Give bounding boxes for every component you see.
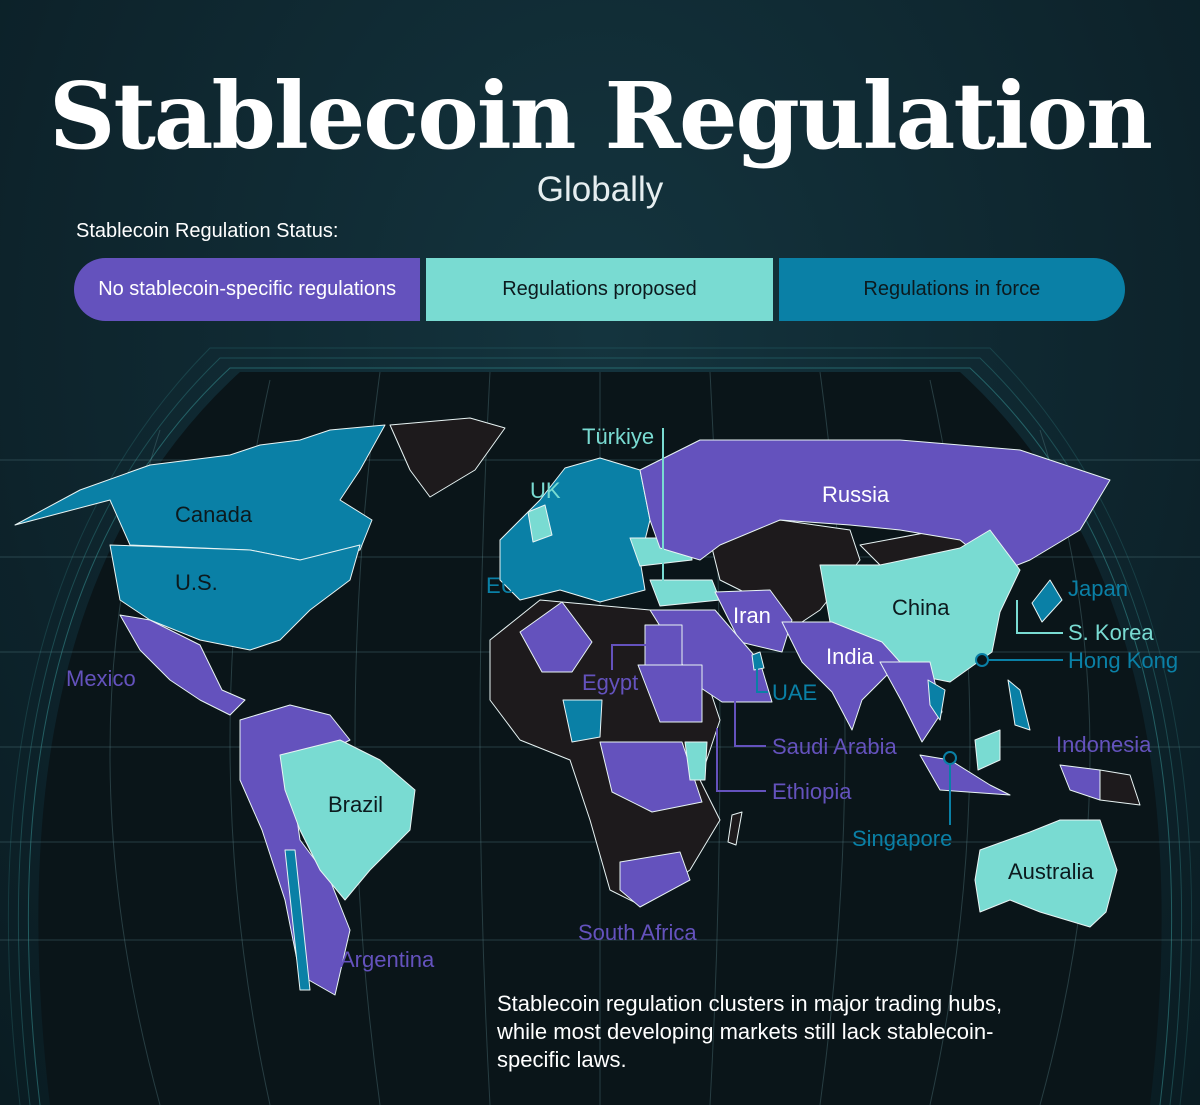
label-china: China bbox=[892, 595, 950, 620]
label-argentina: Argentina bbox=[340, 947, 435, 972]
south-africa bbox=[619, 851, 691, 908]
page-subtitle: Globally bbox=[536, 170, 664, 209]
legend-in-force: Regulations in force bbox=[778, 258, 1125, 321]
leader-lines bbox=[611, 428, 1063, 825]
label-japan: Japan bbox=[1068, 576, 1128, 601]
southeast-asia bbox=[879, 661, 943, 743]
label-eu: EU bbox=[486, 573, 517, 598]
label-indonesia: Indonesia bbox=[1056, 732, 1152, 757]
legend-no-regulation: No stablecoin-specific regulations bbox=[74, 258, 421, 321]
legend: No stablecoin-specific regulations Regul… bbox=[74, 258, 1125, 321]
page-title: Stablecoin Regulation bbox=[48, 62, 1153, 170]
india bbox=[781, 621, 901, 731]
label-turkiye: Türkiye bbox=[582, 424, 654, 449]
philippines bbox=[1007, 679, 1031, 731]
label-india: India bbox=[826, 644, 874, 669]
label-russia: Russia bbox=[822, 482, 890, 507]
chile bbox=[284, 849, 311, 991]
label-uae: UAE bbox=[772, 680, 817, 705]
caption: Stablecoin regulation clusters in major … bbox=[497, 991, 1003, 1072]
label-brazil: Brazil bbox=[328, 792, 383, 817]
greenland bbox=[389, 417, 506, 498]
label-mexico: Mexico bbox=[66, 666, 136, 691]
papua-new-guinea bbox=[1099, 769, 1141, 806]
label-s-korea: S. Korea bbox=[1068, 620, 1154, 645]
legend-proposed: Regulations proposed bbox=[426, 258, 773, 321]
label-saudi-arabia: Saudi Arabia bbox=[772, 734, 898, 759]
japan bbox=[1031, 579, 1063, 623]
madagascar bbox=[727, 811, 743, 846]
sudan-region bbox=[637, 664, 703, 723]
label-uk: UK bbox=[530, 478, 561, 503]
countries bbox=[14, 417, 1141, 996]
us bbox=[109, 544, 361, 651]
label-canada: Canada bbox=[175, 502, 253, 527]
thailand bbox=[927, 679, 946, 721]
map-frame bbox=[7, 347, 1193, 1105]
country-labels: Canada U.S. Mexico Brazil Argentina UK E… bbox=[66, 424, 1178, 972]
label-hong-kong: Hong Kong bbox=[1068, 648, 1178, 673]
mexico bbox=[119, 614, 246, 716]
label-south-africa: South Africa bbox=[578, 920, 697, 945]
label-singapore: Singapore bbox=[852, 826, 952, 851]
australia bbox=[974, 819, 1118, 928]
kenya bbox=[684, 741, 708, 781]
legend-title: Stablecoin Regulation Status: bbox=[76, 220, 339, 242]
label-ethiopia: Ethiopia bbox=[772, 779, 852, 804]
label-australia: Australia bbox=[1008, 859, 1094, 884]
algeria bbox=[519, 601, 593, 673]
label-egypt: Egypt bbox=[582, 670, 638, 695]
central-africa bbox=[599, 741, 703, 813]
nigeria bbox=[562, 699, 603, 743]
brazil bbox=[279, 739, 416, 901]
malaysia-borneo bbox=[974, 729, 1001, 771]
central-asia bbox=[709, 519, 861, 631]
label-iran: Iran bbox=[733, 603, 771, 628]
uk bbox=[527, 504, 553, 543]
label-us: U.S. bbox=[175, 570, 218, 595]
